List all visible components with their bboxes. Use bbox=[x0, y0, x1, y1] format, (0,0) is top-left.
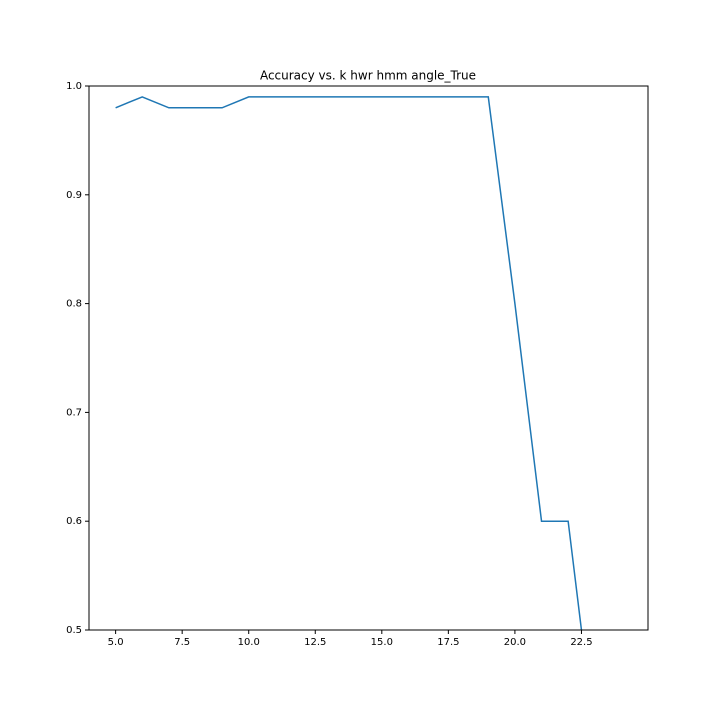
y-tick-label: 0.5 bbox=[66, 625, 82, 636]
x-tick-label: 7.5 bbox=[174, 637, 190, 648]
x-tick-label: 17.5 bbox=[437, 637, 459, 648]
chart-title: Accuracy vs. k hwr hmm angle_True bbox=[260, 69, 476, 83]
plot-frame bbox=[88, 85, 649, 631]
y-tick-label: 1.0 bbox=[66, 81, 82, 92]
x-tick-label: 15.0 bbox=[371, 637, 393, 648]
x-tick-label: 22.5 bbox=[570, 637, 592, 648]
x-tick-label: 10.0 bbox=[238, 637, 260, 648]
y-tick-label: 0.6 bbox=[66, 516, 82, 527]
x-tick-label: 12.5 bbox=[304, 637, 326, 648]
data-line bbox=[115, 96, 583, 630]
y-tick-label: 0.8 bbox=[66, 299, 82, 310]
x-tick-label: 5.0 bbox=[108, 637, 124, 648]
y-tick-label: 0.9 bbox=[66, 190, 82, 201]
x-tick-label: 20.0 bbox=[504, 637, 526, 648]
y-tick-label: 0.7 bbox=[66, 407, 82, 418]
